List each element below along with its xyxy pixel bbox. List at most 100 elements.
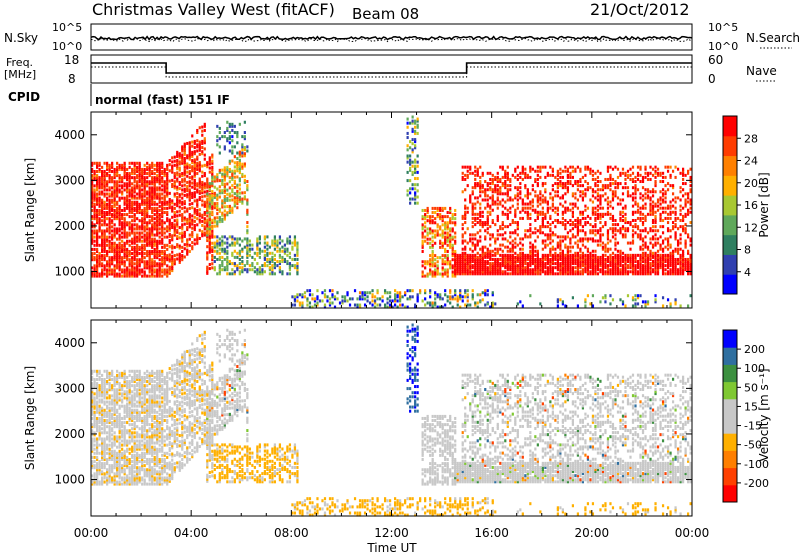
power-cell: [631, 180, 635, 184]
power-cell: [669, 255, 672, 259]
power-cell: [228, 194, 231, 198]
power-cell: [96, 264, 99, 268]
power-cell: [546, 171, 549, 175]
power-cell: [316, 295, 319, 299]
power-cell: [246, 262, 249, 266]
power-cell: [579, 212, 582, 216]
power-cell: [131, 264, 134, 268]
power-cell: [499, 264, 502, 268]
power-cell: [176, 167, 179, 171]
power-cell: [609, 262, 612, 266]
power-cell: [569, 245, 572, 249]
power-cell: [383, 305, 387, 309]
power-cell: [549, 262, 552, 266]
power-cell: [186, 180, 189, 184]
power-cell: [486, 293, 489, 297]
power-cell: [559, 245, 562, 249]
power-cell: [118, 233, 121, 237]
power-cell: [526, 235, 529, 239]
power-cell: [356, 297, 359, 301]
power-cell: [524, 270, 527, 274]
power-cell: [501, 243, 504, 247]
power-cell: [143, 182, 146, 186]
power-cell: [233, 161, 236, 165]
power-cell: [226, 172, 229, 176]
power-cell: [624, 233, 627, 237]
power-cell: [93, 215, 96, 219]
power-cell: [193, 170, 196, 174]
power-cell: [156, 245, 159, 249]
power-cell: [181, 147, 184, 151]
power-cell: [196, 241, 199, 245]
power-cell: [466, 255, 469, 259]
power-cell: [636, 210, 640, 214]
power-cell: [634, 192, 637, 196]
power-cell: [619, 270, 622, 274]
power-cell: [669, 272, 672, 276]
power-cell: [93, 247, 96, 251]
power-cell: [429, 227, 432, 231]
power-cell: [151, 262, 154, 266]
power-cell: [641, 270, 645, 274]
power-cell: [634, 223, 637, 227]
cpid-text: normal (fast) 151 IF: [95, 93, 230, 107]
power-cell: [509, 210, 512, 214]
power-cell: [93, 184, 96, 188]
power-cell: [233, 270, 236, 274]
power-cell: [228, 167, 231, 171]
power-cell: [331, 301, 334, 305]
power-cell: [569, 218, 572, 222]
power-cell: [156, 270, 159, 274]
power-cell: [378, 297, 382, 301]
power-cell: [579, 264, 582, 268]
power-cell: [161, 227, 164, 231]
power-cell: [208, 229, 211, 233]
power-cell: [113, 258, 116, 262]
power-cell: [591, 177, 595, 181]
power-cell: [564, 260, 567, 264]
power-cell: [118, 180, 121, 184]
power-cell: [173, 258, 176, 262]
power-cell: [486, 227, 489, 231]
power-cell: [614, 255, 617, 259]
power-cell: [236, 135, 239, 139]
power-cell: [178, 172, 181, 176]
power-cell: [521, 216, 524, 220]
power-cell: [126, 188, 129, 192]
power-cell: [544, 245, 547, 249]
power-cell: [161, 161, 164, 165]
power-cell: [288, 264, 292, 268]
power-cell: [549, 272, 552, 276]
power-cell: [226, 126, 229, 130]
power-cell: [519, 175, 522, 179]
power-cell: [103, 254, 106, 258]
power-cell: [201, 146, 204, 150]
power-cell: [241, 270, 244, 274]
power-cell: [506, 260, 509, 264]
power-cell: [231, 194, 234, 198]
power-cell: [241, 174, 244, 178]
power-cell: [556, 264, 559, 268]
power-cell: [444, 206, 447, 210]
power-cell: [293, 297, 297, 301]
power-cell: [531, 198, 534, 202]
power-cell: [223, 135, 226, 139]
power-cell: [238, 154, 241, 158]
power-cell: [524, 272, 527, 276]
power-cell: [161, 192, 164, 196]
power-cell: [293, 264, 297, 268]
power-cell: [454, 260, 457, 264]
power-cell: [499, 272, 502, 276]
power-cell: [233, 262, 236, 266]
power-cell: [168, 265, 171, 269]
power-cell: [579, 169, 582, 173]
power-cell: [153, 225, 156, 229]
power-cell: [421, 215, 424, 219]
power-cell: [606, 202, 610, 206]
power-cell: [236, 131, 239, 135]
power-cell: [226, 188, 229, 192]
power-cell: [168, 159, 171, 163]
power-cell: [506, 212, 509, 216]
power-cell: [241, 197, 244, 201]
power-cell: [426, 211, 429, 215]
